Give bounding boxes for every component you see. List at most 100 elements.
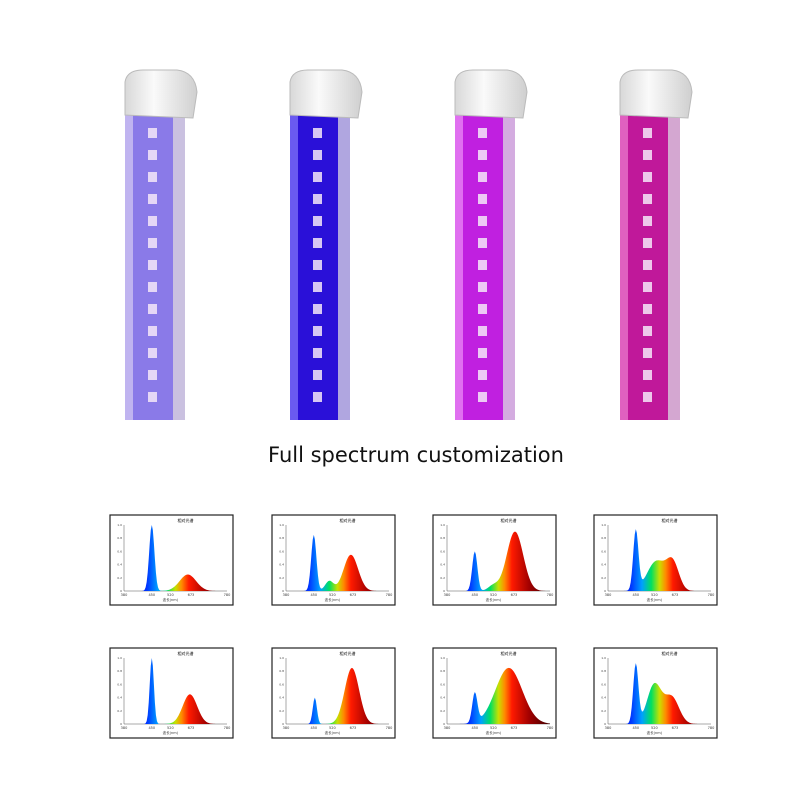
y-label: 0.2 [279,709,284,713]
y-label: 0.6 [279,549,284,553]
y-label: 0.2 [601,709,606,713]
panel-frame [109,514,234,606]
x-axis-label: 波长(nm) [647,730,663,735]
spectrum-curve [447,667,550,724]
led [478,304,487,314]
y-label: 0.2 [117,576,122,580]
y-label: 0.2 [117,709,122,713]
x-label: 780 [386,726,393,730]
x-label: 450 [632,726,639,730]
panel-frame [432,514,557,606]
x-label: 520 [651,593,658,597]
tube [124,69,198,420]
led [643,172,652,182]
panel-title: 相对光谱 [662,517,678,523]
spectrum-curve [608,529,711,591]
led [148,128,157,138]
led [643,260,652,270]
led [643,194,652,204]
led [643,304,652,314]
x-label: 520 [329,726,336,730]
led [313,304,322,314]
tube-cap [619,69,693,119]
y-label: 0 [120,722,122,726]
y-label: 0.4 [601,563,606,567]
led [643,238,652,248]
led [148,238,157,248]
led [148,348,157,358]
y-label: 1.0 [117,656,122,660]
y-label: 0 [443,722,445,726]
led [148,392,157,402]
led [313,172,322,182]
led [643,128,652,138]
led [313,194,322,204]
y-label: 0.8 [601,669,606,673]
x-label: 380 [121,593,128,597]
y-label: 0 [282,589,284,593]
led [643,370,652,380]
y-label: 0.6 [601,682,606,686]
led [313,216,322,226]
led [478,216,487,226]
y-label: 1.0 [440,656,445,660]
panel-frame [271,514,396,606]
y-label: 0.6 [279,682,284,686]
x-label: 380 [121,726,128,730]
led [313,150,322,160]
panel-title: 相对光谱 [340,517,356,523]
y-label: 0.4 [117,696,122,700]
led [478,348,487,358]
tube-cap [454,69,528,119]
led [313,238,322,248]
led [643,216,652,226]
led [643,326,652,336]
y-label: 0.8 [117,669,122,673]
y-label: 1.0 [279,523,284,527]
y-label: 0.8 [117,536,122,540]
led [478,392,487,402]
x-label: 450 [148,593,155,597]
led [643,150,652,160]
led [148,370,157,380]
x-label: 520 [167,726,174,730]
x-label: 380 [605,593,612,597]
y-label: 0.6 [601,549,606,553]
y-label: 0 [604,722,606,726]
x-label: 673 [188,726,195,730]
led [478,128,487,138]
x-label: 380 [605,726,612,730]
heading: Full spectrum customization [268,443,564,467]
y-label: 1.0 [117,523,122,527]
x-label: 380 [283,726,290,730]
y-label: 0.6 [117,549,122,553]
y-label: 0.2 [601,576,606,580]
y-label: 0.4 [601,696,606,700]
panel-title: 相对光谱 [178,650,194,656]
tubes [124,69,693,420]
led [148,150,157,160]
led [643,348,652,358]
led [148,326,157,336]
led [643,282,652,292]
y-label: 1.0 [601,523,606,527]
spectrum-curve [124,658,227,724]
led [478,150,487,160]
x-label: 780 [386,593,393,597]
x-axis-label: 波长(nm) [486,597,502,602]
y-label: 0.2 [440,576,445,580]
y-label: 0.4 [279,563,284,567]
led [313,348,322,358]
spectrum-curve [608,663,711,724]
led [313,282,322,292]
y-label: 0.8 [279,669,284,673]
x-label: 450 [471,593,478,597]
y-label: 0.6 [117,682,122,686]
panel-frame [109,647,234,739]
tube [619,69,693,420]
